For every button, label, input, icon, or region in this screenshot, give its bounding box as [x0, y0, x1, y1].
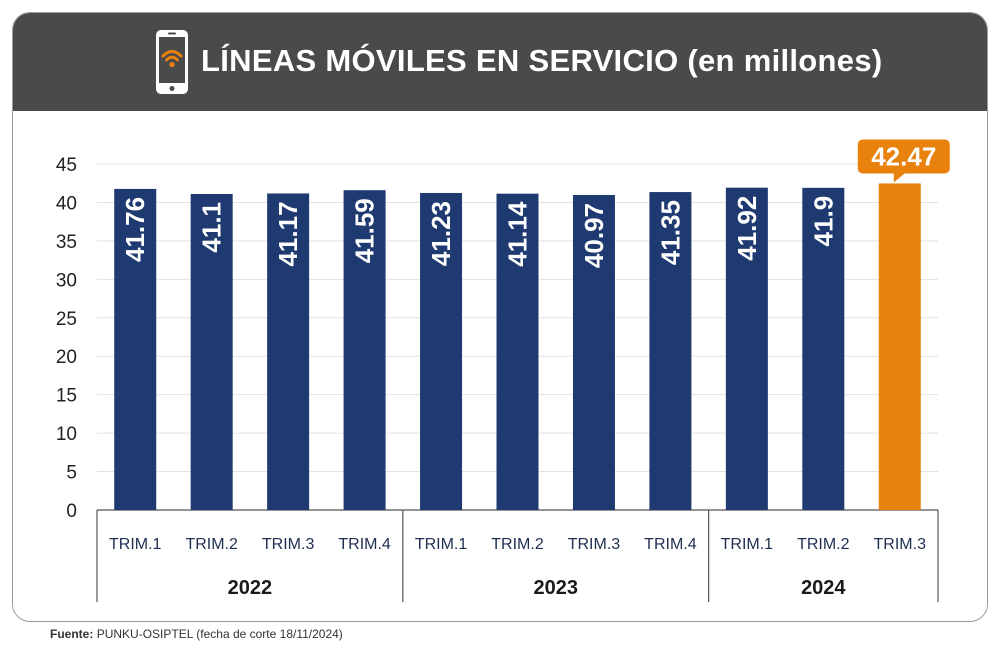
- bar-value-label: 41.76: [120, 197, 150, 262]
- bar: [420, 192, 463, 510]
- chart-header: LÍNEAS MÓVILES EN SERVICIO (en millones): [13, 13, 987, 111]
- y-tick-label: 5: [66, 463, 77, 484]
- y-tick-label: 35: [56, 232, 77, 253]
- bar: [190, 193, 233, 510]
- x-tick-label: TRIM.1: [109, 536, 162, 553]
- bar-value-label: 41.14: [503, 201, 533, 267]
- bar-value-label: 41.35: [655, 200, 685, 265]
- source-label: Fuente:: [50, 627, 94, 641]
- y-tick-label: 45: [56, 155, 77, 176]
- x-tick-label: TRIM.2: [491, 536, 544, 553]
- group-label: 2022: [228, 577, 273, 599]
- y-tick-label: 20: [56, 347, 77, 368]
- bar: [343, 190, 386, 510]
- bar: [572, 194, 615, 511]
- bar-value-label: 41.23: [426, 201, 456, 266]
- chart-title: LÍNEAS MÓVILES EN SERVICIO (en millones): [201, 43, 883, 78]
- y-tick-label: 0: [66, 501, 77, 522]
- source-note: Fuente: PUNKU-OSIPTEL (fecha de corte 18…: [50, 627, 343, 641]
- x-tick-label: TRIM.1: [415, 536, 468, 553]
- highlight-value-label: 42.47: [871, 141, 936, 171]
- bar-value-label: 41.1: [197, 202, 227, 253]
- x-tick-label: TRIM.4: [338, 536, 391, 553]
- x-tick-label: TRIM.2: [185, 536, 238, 553]
- x-tick-label: TRIM.3: [568, 536, 621, 553]
- bar: [649, 192, 692, 510]
- bar-value-label: 40.97: [579, 203, 609, 268]
- callout-pointer: [893, 172, 906, 183]
- bar: [267, 193, 310, 511]
- group-label: 2023: [533, 577, 578, 599]
- smartphone-wifi-icon: [156, 30, 188, 94]
- y-tick-label: 30: [56, 270, 77, 291]
- y-tick-label: 40: [56, 193, 77, 214]
- bar-value-label: 41.92: [732, 196, 762, 261]
- callout-box: [857, 139, 950, 174]
- bar: [725, 187, 768, 511]
- bar: [114, 188, 157, 511]
- x-tick-label: TRIM.2: [797, 536, 850, 553]
- x-tick-label: TRIM.4: [644, 536, 697, 553]
- y-tick-label: 25: [56, 309, 77, 330]
- bar: [496, 193, 539, 510]
- y-tick-label: 10: [56, 424, 77, 445]
- bar-value-label: 41.17: [273, 201, 303, 266]
- source-text: PUNKU-OSIPTEL (fecha de corte 18/11/2024…: [96, 627, 343, 641]
- x-tick-label: TRIM.1: [721, 536, 774, 553]
- bar: [878, 183, 921, 511]
- bar-value-label: 41.9: [808, 196, 838, 247]
- x-tick-label: TRIM.3: [262, 536, 315, 553]
- bar-value-label: 41.59: [350, 198, 380, 263]
- bar: [802, 187, 845, 510]
- group-label: 2024: [801, 577, 846, 599]
- y-tick-label: 15: [56, 386, 77, 407]
- x-tick-label: TRIM.3: [874, 536, 927, 553]
